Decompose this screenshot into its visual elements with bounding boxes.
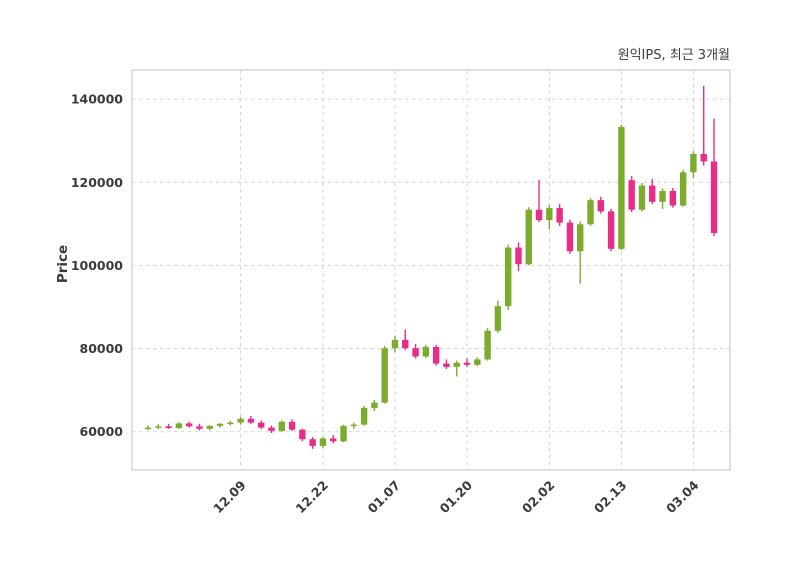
candle-body: [504, 247, 512, 307]
candle-body: [237, 418, 244, 423]
candle-body: [638, 185, 646, 210]
candle-body: [155, 426, 162, 428]
y-tick-label: 60000: [80, 424, 124, 439]
candle-body: [700, 153, 707, 162]
candle-body: [330, 438, 337, 442]
candle-body: [381, 348, 388, 403]
candle-body: [453, 362, 460, 367]
plot-frame: [131, 69, 731, 471]
x-tick-label: 12.09: [210, 478, 249, 517]
y-tick-label: 120000: [71, 175, 123, 190]
candle-body: [144, 427, 152, 429]
candle-body: [175, 423, 183, 429]
candle-body: [546, 208, 553, 221]
candle-body: [278, 421, 285, 431]
candle-body: [690, 153, 697, 173]
candle-body: [206, 425, 213, 429]
candle-body: [432, 346, 440, 364]
candle-body: [597, 200, 604, 212]
x-tick-label: 12.22: [292, 478, 331, 517]
x-tick-label: 01.20: [437, 477, 476, 516]
candle-body: [268, 427, 275, 431]
chart-title: 원익IPS, 최근 3개월: [617, 48, 730, 63]
candle-body: [227, 422, 234, 424]
candle-body: [577, 224, 584, 252]
candle-body: [402, 339, 409, 349]
candle-body: [607, 211, 615, 249]
y-tick-label: 80000: [80, 341, 124, 356]
candle-body: [618, 126, 625, 249]
candle-body: [247, 418, 255, 423]
candle-body: [340, 425, 347, 442]
candle-body: [360, 408, 368, 425]
candle-body: [649, 185, 656, 202]
candle-body: [185, 423, 193, 427]
candle-body: [350, 424, 358, 427]
candle-body: [566, 222, 574, 252]
y-tick-label: 100000: [71, 258, 123, 273]
candle-body: [587, 200, 594, 225]
candle-body: [391, 339, 399, 349]
candle-body: [412, 348, 419, 357]
candle-body: [494, 306, 502, 331]
candle-body: [309, 439, 316, 446]
candle-body: [535, 209, 543, 221]
candle-body: [299, 429, 306, 440]
candle-body: [484, 330, 491, 360]
x-tick-label: 01.07: [365, 478, 404, 517]
candle-body: [422, 346, 430, 357]
x-tick-label: 02.02: [519, 478, 558, 517]
candle-body: [525, 209, 532, 265]
candle-body: [628, 180, 635, 210]
candle-body: [463, 362, 471, 365]
candle-body: [216, 423, 224, 426]
candle-body: [474, 359, 481, 365]
candle-body: [196, 426, 203, 429]
candle-body: [659, 190, 666, 202]
candle-body: [371, 402, 378, 409]
x-tick-label: 03.04: [663, 477, 702, 516]
candle-body: [258, 422, 265, 428]
candle-body: [288, 421, 296, 430]
candle-body: [710, 161, 718, 233]
candle-body: [515, 247, 522, 265]
candle-body: [669, 190, 677, 206]
y-tick-label: 140000: [71, 92, 123, 107]
candle-body: [165, 426, 172, 429]
candle-body: [679, 172, 687, 206]
candle-body: [319, 438, 327, 446]
candle-body: [556, 208, 563, 223]
x-tick-label: 02.13: [591, 478, 630, 517]
candle-body: [443, 363, 450, 367]
